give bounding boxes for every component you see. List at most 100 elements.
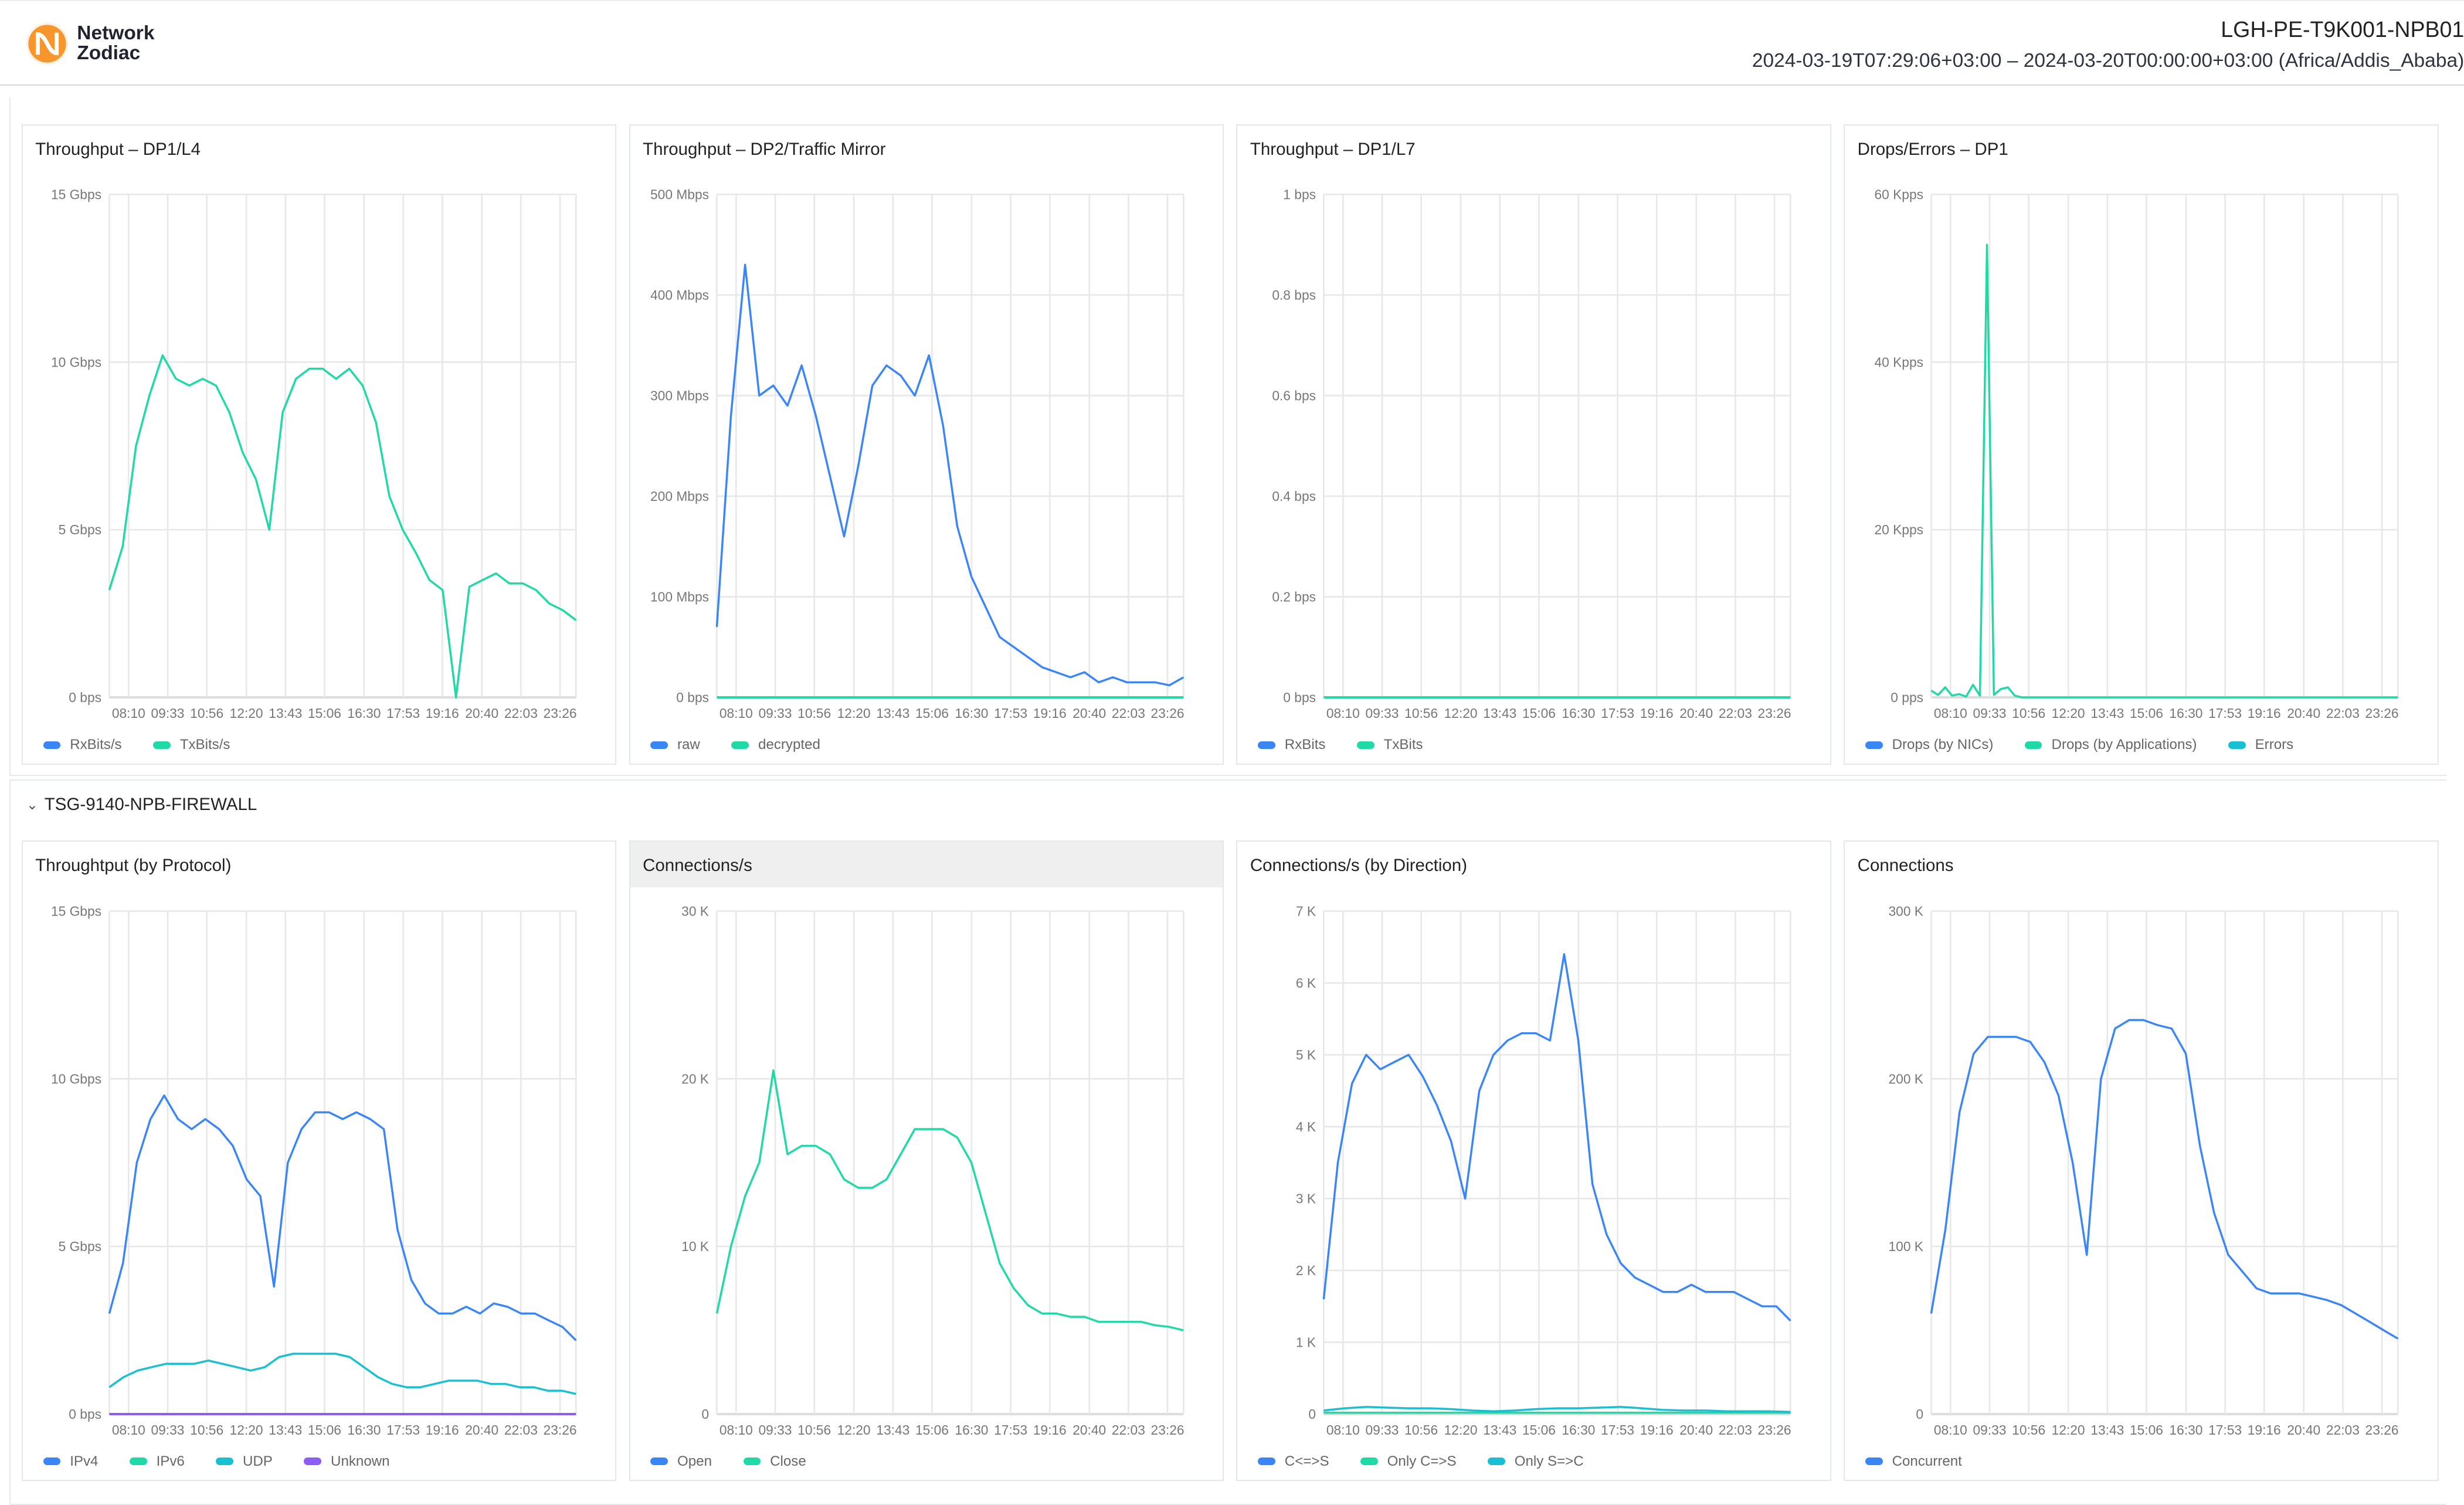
legend-item-drops-by-applications[interactable]: Drops (by Applications) — [2025, 737, 2197, 753]
series-line-drops-by-applications[interactable] — [1930, 243, 2398, 699]
x-tick-label: 10:56 — [2012, 1422, 2045, 1437]
chart-title: Connections — [1857, 856, 1954, 876]
chart-plot[interactable]: 0 bps 5 Gbps 10 Gbps 15 Gbps 08:10 09:33 10:56… — [23, 182, 615, 732]
x-tick-label: 19:16 — [2248, 1422, 2281, 1437]
x-tick-label: 19:16 — [2248, 706, 2281, 721]
chart-header[interactable]: Connections/s — [630, 842, 1223, 887]
chart-legend: IPv4 IPv6 UDP Unknown — [43, 1453, 390, 1470]
x-tick-label: 17:53 — [386, 706, 420, 721]
chart-legend: RxBits/s TxBits/s — [43, 737, 230, 753]
section-toggle[interactable]: ⌄ TSG-9140-NPB-FIREWALL — [26, 795, 257, 815]
series-line-concurrent[interactable] — [1930, 1018, 2399, 1340]
legend-item-rxbits-s[interactable]: RxBits/s — [43, 737, 122, 753]
x-tick-label: 12:20 — [2052, 706, 2085, 721]
chart-panel-connections-s[interactable]: Connections/s 0 10 K 20 K 30 K 08:10 09:33 10:5… — [629, 840, 1224, 1482]
series-line-close[interactable] — [715, 1069, 1184, 1331]
legend-swatch-icon — [2025, 741, 2042, 749]
x-tick-label: 10:56 — [1405, 1422, 1438, 1437]
series-line-ipv4[interactable] — [108, 1094, 577, 1341]
legend-item-only-c-s[interactable]: Only C=>S — [1360, 1453, 1457, 1470]
chart-plot[interactable]: 0 bps 5 Gbps 10 Gbps 15 Gbps 08:10 09:33 10:56… — [23, 899, 615, 1449]
x-tick-label: 13:43 — [876, 706, 909, 721]
legend-swatch-icon — [650, 1457, 668, 1466]
chart-legend: Concurrent — [1865, 1453, 1962, 1470]
legend-item-ipv4[interactable]: IPv4 — [43, 1453, 98, 1470]
chart-plot[interactable]: 0 10 K 20 K 30 K 08:10 09:33 10:56 12:20 13:43 15… — [630, 899, 1223, 1449]
y-tick-label: 0 bps — [69, 690, 101, 705]
chart-panel-throughput-dp2-traffic-mirror[interactable]: Throughput – DP2/Traffic Mirror 0 bps 100 … — [629, 124, 1224, 765]
legend-item-unknown[interactable]: Unknown — [304, 1453, 390, 1470]
legend-item-open[interactable]: Open — [650, 1453, 712, 1470]
x-tick-label: 15:06 — [915, 706, 949, 721]
chart-header[interactable]: Connections/s (by Direction) — [1237, 842, 1830, 887]
legend-label: Only C=>S — [1387, 1453, 1457, 1469]
series-line-only-s-c[interactable] — [1323, 1405, 1791, 1413]
chart-header[interactable]: Throughput – DP1/L4 — [23, 126, 615, 171]
x-tick-label: 10:56 — [797, 706, 831, 721]
x-tick-label: 19:16 — [426, 706, 459, 721]
chart-plot[interactable]: 0 100 K 200 K 300 K 08:10 09:33 10:56 12:20 13:4… — [1845, 899, 2437, 1449]
chart-panel-connections-s-by-direction[interactable]: Connections/s (by Direction) 0 1 K 2 K 3 K 4 … — [1236, 840, 1831, 1482]
x-tick-label: 23:26 — [2365, 1422, 2399, 1437]
x-tick-label: 09:33 — [151, 1422, 184, 1437]
legend-item-concurrent[interactable]: Concurrent — [1865, 1453, 1962, 1470]
legend-item-rxbits[interactable]: RxBits — [1258, 737, 1325, 753]
x-tick-label: 08:10 — [719, 706, 752, 721]
legend-item-udp[interactable]: UDP — [216, 1453, 273, 1470]
series-line-udp[interactable] — [108, 1352, 576, 1395]
chart-header[interactable]: Connections — [1845, 842, 2437, 887]
x-tick-label: 16:30 — [2170, 1422, 2203, 1437]
legend-swatch-icon — [1258, 741, 1275, 749]
time-range[interactable]: 2024-03-19T07:29:06+03:00 – 2024-03-20T0… — [1752, 50, 2464, 72]
chart-header[interactable]: Throughput – DP2/Traffic Mirror — [630, 126, 1223, 171]
series-line-txbits-s[interactable] — [108, 354, 577, 699]
chart-panel-throughput-dp1-l4[interactable]: Throughput – DP1/L4 0 bps 5 Gbps 10 Gbps 15 … — [21, 124, 617, 765]
chart-header[interactable]: Drops/Errors – DP1 — [1845, 126, 2437, 171]
legend-item-txbits[interactable]: TxBits — [1357, 737, 1423, 753]
chevron-down-icon[interactable]: ⌄ — [26, 796, 39, 813]
x-tick-label: 09:33 — [758, 706, 792, 721]
x-tick-label: 22:03 — [1719, 1422, 1752, 1437]
y-tick-label: 10 Gbps — [51, 1071, 101, 1086]
legend-item-close[interactable]: Close — [743, 1453, 806, 1470]
x-tick-label: 16:30 — [955, 706, 988, 721]
x-tick-label: 09:33 — [758, 1422, 792, 1437]
x-tick-label: 10:56 — [1405, 706, 1438, 721]
x-tick-label: 09:33 — [1366, 706, 1399, 721]
series-line-c-s[interactable] — [1323, 953, 1792, 1321]
legend-item-txbits-s[interactable]: TxBits/s — [153, 737, 230, 753]
y-tick-label: 20 Kpps — [1875, 522, 1924, 537]
legend-item-ipv6[interactable]: IPv6 — [130, 1453, 185, 1470]
x-tick-label: 23:26 — [543, 1422, 576, 1437]
legend-item-errors[interactable]: Errors — [2228, 737, 2293, 753]
chart-plot[interactable]: 0 1 K 2 K 3 K 4 K 5 K 6 K 7 K 08:10 09:33 10:56 12:… — [1237, 899, 1830, 1449]
chart-plot[interactable]: 0 bps 0.2 bps 0.4 bps 0.6 bps 0.8 bps 1 bps 08… — [1237, 182, 1830, 732]
y-tick-label: 500 Mbps — [650, 187, 709, 202]
chart-panel-throughtput-by-protocol[interactable]: Throughtput (by Protocol) 0 bps 5 Gbps 10 G… — [21, 840, 617, 1482]
legend-swatch-icon — [1865, 741, 1883, 749]
x-tick-label: 20:40 — [1073, 1422, 1106, 1437]
series-line-raw[interactable] — [715, 263, 1184, 687]
x-tick-label: 23:26 — [1758, 706, 1791, 721]
x-tick-label: 12:20 — [2052, 1422, 2085, 1437]
legend-item-drops-by-nics[interactable]: Drops (by NICs) — [1865, 737, 1993, 753]
chart-header[interactable]: Throughput – DP1/L7 — [1237, 126, 1830, 171]
x-tick-label: 12:20 — [837, 706, 870, 721]
legend-item-decrypted[interactable]: decrypted — [731, 737, 820, 753]
x-tick-label: 12:20 — [229, 706, 263, 721]
chart-title: Throughput – DP1/L7 — [1250, 139, 1416, 159]
y-tick-label: 15 Gbps — [51, 187, 101, 202]
chart-panel-throughput-dp1-l7[interactable]: Throughput – DP1/L7 0 bps 0.2 bps 0.4 bps 0.… — [1236, 124, 1831, 765]
logo[interactable]: Network Zodiac — [25, 22, 154, 66]
legend-item-c-s[interactable]: C<=>S — [1258, 1453, 1329, 1470]
chart-plot[interactable]: 0 bps 100 Mbps 200 Mbps 300 Mbps 400 Mbps 500… — [630, 182, 1223, 732]
chart-panel-drops-errors-dp1[interactable]: Drops/Errors – DP1 0 pps 20 Kpps 40 Kpps 60 … — [1844, 124, 2439, 765]
chart-panel-connections[interactable]: Connections 0 100 K 200 K 300 K 08:10 09:33 10:… — [1844, 840, 2439, 1482]
chart-header[interactable]: Throughtput (by Protocol) — [23, 842, 615, 887]
y-tick-label: 5 Gbps — [58, 1239, 101, 1254]
legend-item-only-s-c[interactable]: Only S=>C — [1488, 1453, 1584, 1470]
x-tick-label: 20:40 — [1680, 1422, 1713, 1437]
y-tick-label: 0 bps — [676, 690, 709, 705]
chart-plot[interactable]: 0 pps 20 Kpps 40 Kpps 60 Kpps 08:10 09:33 10:5… — [1845, 182, 2437, 732]
legend-item-raw[interactable]: raw — [650, 737, 700, 753]
